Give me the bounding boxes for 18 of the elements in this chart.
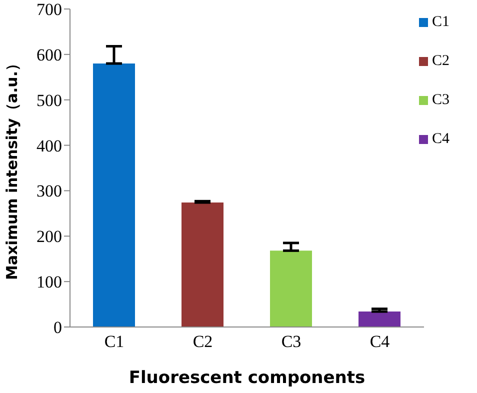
y-tick-label: 600 [36,45,62,64]
y-tick-label: 0 [54,318,62,338]
x-tick-label: C1 [104,332,124,352]
y-tick-label: 400 [36,136,62,156]
y-tick-label: 200 [36,227,62,246]
legend-label: C4 [432,131,450,147]
x-tick-label: C3 [281,332,302,352]
x-tick-label: C4 [370,332,390,352]
y-tick-label: 100 [36,272,62,292]
y-tick-label: 700 [36,0,62,20]
legend-label: C3 [432,92,450,108]
legend-label: C2 [432,53,450,69]
y-tick-label: 300 [36,182,62,201]
x-axis-title: Fluorescent components [128,368,366,388]
y-axis-title: Maximum intensity（a.u.） [3,56,21,280]
y-tick-label: 500 [36,90,62,110]
legend-label: C1 [432,14,450,30]
x-tick-label: C2 [192,332,213,352]
